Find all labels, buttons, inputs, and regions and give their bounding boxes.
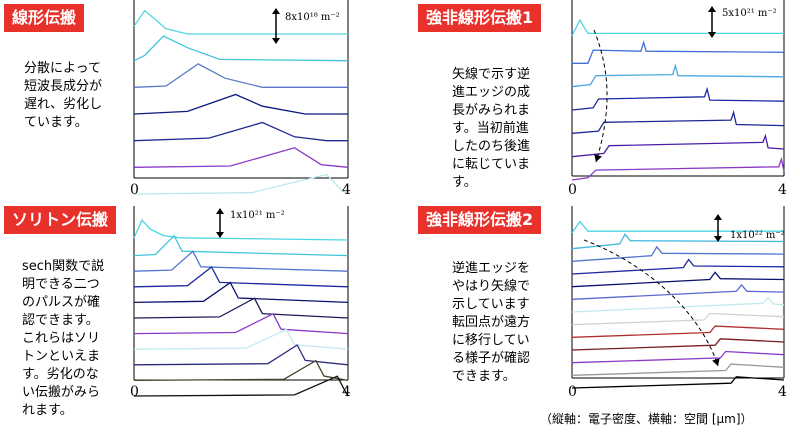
series-line-5 — [571, 109, 785, 134]
chart-linear — [133, 0, 349, 195]
series-line-12 — [571, 363, 785, 376]
series-line-5 — [133, 121, 348, 142]
chart-strong-nonlinear-1 — [571, 0, 785, 181]
trajectory-arrow-head — [712, 358, 720, 366]
chart-strong-nonlinear-2 — [571, 206, 785, 389]
x-tick-4-soliton: 4 — [342, 384, 351, 400]
chart-soliton — [133, 206, 349, 397]
series-line-3 — [571, 245, 785, 262]
panel-description-soliton: sech関数で説 明できる二つ のパルスが確 認できます。 これらはソリ トンと… — [22, 259, 105, 418]
series-line-10 — [571, 338, 785, 351]
series-line-2 — [133, 234, 349, 257]
series-line-1 — [571, 18, 784, 36]
panel-description-strong-nonlinear-2: 逆進エッジを やはり矢線で 示しています 転回点が遠方 に移行してい る様子が確… — [452, 261, 531, 384]
reverse-edge-trajectory — [583, 239, 719, 367]
x-tick-0-strong-nonlinear-1: 0 — [568, 182, 577, 198]
scale-arrow-head-up — [216, 208, 224, 214]
x-tick-4-linear: 4 — [342, 182, 351, 198]
scale-label-strong-nonlinear-1: 5x10²¹ m⁻² — [722, 8, 777, 19]
scale-arrow-head-down — [216, 232, 224, 238]
series-line-11 — [571, 350, 785, 364]
series-line-6 — [571, 133, 785, 158]
series-line-7 — [133, 173, 349, 195]
scale-arrow-head-down — [708, 32, 716, 38]
series-line-11 — [133, 375, 349, 397]
series-line-6 — [133, 147, 349, 168]
series-line-7 — [571, 296, 785, 313]
series-line-9 — [133, 344, 349, 366]
series-line-3 — [571, 63, 785, 88]
series-line-2 — [571, 233, 785, 250]
series-line-1 — [133, 9, 348, 35]
x-tick-4-strong-nonlinear-2: 4 — [778, 384, 787, 400]
series-line-2 — [133, 35, 349, 62]
scale-label-strong-nonlinear-2: 1x10²² m⁻² — [730, 230, 785, 241]
scale-arrow-head-up — [708, 6, 716, 12]
x-tick-0-linear: 0 — [130, 182, 139, 198]
series-line-5 — [571, 271, 785, 288]
series-line-1 — [133, 219, 349, 241]
series-line-4 — [133, 93, 348, 115]
series-line-10 — [133, 359, 349, 382]
series-line-6 — [133, 297, 349, 319]
trajectory-arrow-head — [594, 154, 602, 162]
reverse-edge-trajectory — [593, 29, 608, 163]
series-line-4 — [571, 258, 785, 275]
series-line-1 — [571, 220, 784, 234]
series-line-7 — [571, 156, 785, 181]
series-line-13 — [571, 376, 785, 389]
series-line-8 — [571, 312, 785, 326]
series-line-7 — [133, 312, 349, 335]
series-line-3 — [133, 63, 348, 88]
x-tick-4-strong-nonlinear-1: 4 — [778, 182, 787, 198]
scale-arrow-head-down — [272, 38, 280, 44]
series-line-3 — [133, 250, 349, 272]
x-tick-0-soliton: 0 — [130, 384, 139, 400]
series-line-6 — [571, 283, 785, 300]
scale-arrow-head-up — [714, 214, 722, 220]
panel-title-linear: 線形伝搬 — [4, 4, 85, 32]
scale-arrow-head-up — [272, 8, 280, 14]
x-tick-0-strong-nonlinear-2: 0 — [568, 384, 577, 400]
panel-title-strong-nonlinear-1: 強非線形伝搬1 — [418, 4, 542, 32]
series-line-4 — [571, 86, 785, 111]
scale-label-linear: 8x10¹⁸ m⁻² — [285, 12, 340, 23]
scale-label-soliton: 1x10²¹ m⁻² — [230, 210, 285, 221]
series-line-2 — [572, 40, 785, 64]
series-line-8 — [133, 328, 349, 350]
series-line-4 — [133, 266, 349, 288]
scale-arrow-head-down — [714, 236, 722, 242]
series-line-5 — [133, 281, 349, 304]
panel-description-linear: 分散によって 短波長成分が 遅れ、劣化し ています。 — [24, 61, 103, 130]
axis-caption: （縦軸：電子密度、横軸：空間 [μm]） — [540, 412, 753, 426]
panel-title-strong-nonlinear-2: 強非線形伝搬2 — [418, 206, 542, 234]
series-line-9 — [571, 325, 785, 338]
panel-description-strong-nonlinear-1: 矢線で示す逆 進エッジの成 長がみられま す。当初前進 したのち後進 に転じてい… — [452, 67, 531, 190]
panel-title-soliton: ソリトン伝搬 — [4, 206, 117, 234]
